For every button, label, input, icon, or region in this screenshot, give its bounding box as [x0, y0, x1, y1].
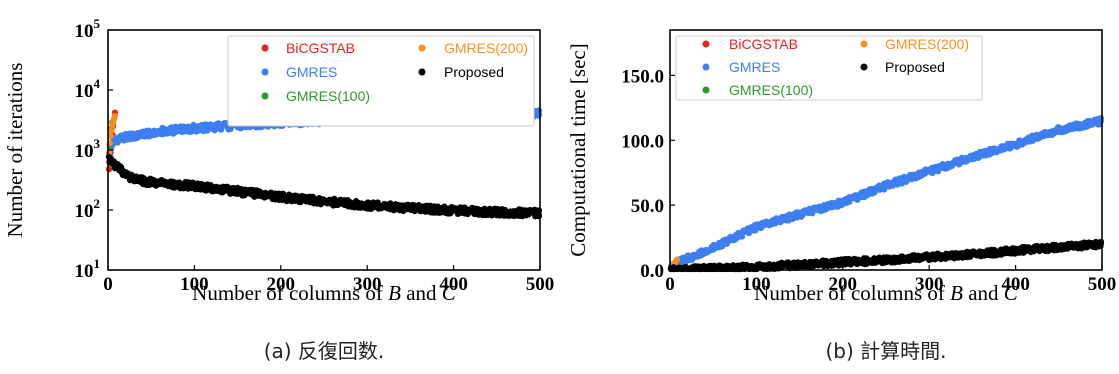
legend-b-label-gmres200: GMRES(200): [885, 36, 969, 52]
x-tick-label: 0: [665, 274, 675, 295]
y-tick-label: 105: [75, 16, 101, 42]
data-point: [106, 166, 112, 172]
legend-label-gmres200: GMRES(200): [444, 40, 528, 56]
data-point: [536, 107, 542, 113]
legend-b-marker-gmres: [703, 64, 710, 71]
x-tick-label: 500: [1088, 274, 1117, 295]
chart-a-caption: (a) 反復回数.: [264, 339, 385, 363]
legend-b-marker-proposed: [861, 64, 868, 71]
chart-a-legend: BiCGSTAB GMRES GMRES(100) GMRES(200) Pro…: [228, 36, 534, 126]
chart-a-y-axis-label: Number of iterations: [3, 63, 27, 238]
legend-label-proposed: Proposed: [444, 64, 504, 80]
chart-b-y-axis-label: Computational time [sec]: [566, 43, 590, 256]
legend-b-label-bicgstab: BiCGSTAB: [729, 36, 798, 52]
y-tick-label: 100.0: [621, 131, 664, 152]
data-point: [1098, 115, 1104, 121]
series-proposed: [106, 154, 542, 220]
y-tick-label: 102: [75, 196, 101, 222]
legend-b-marker-gmres100: [703, 87, 710, 94]
series-proposed: [668, 239, 1104, 272]
data-point: [674, 257, 680, 263]
legend-label-gmres: GMRES: [286, 64, 337, 80]
chart-b-caption: (b) 計算時間.: [825, 339, 946, 363]
chart-b-x-axis-label: Number of columns of B and C: [754, 281, 1019, 305]
legend-b-marker-bicgstab: [703, 41, 710, 48]
legend-label-bicgstab: BiCGSTAB: [286, 40, 355, 56]
y-tick-label: 150.0: [621, 66, 664, 87]
legend-label-gmres100: GMRES(100): [286, 88, 370, 104]
x-tick-label: 0: [103, 274, 113, 295]
y-tick-label: 104: [75, 76, 101, 102]
legend-b-label-proposed: Proposed: [885, 59, 945, 75]
legend-marker-gmres100: [262, 93, 269, 100]
y-tick-label: 50.0: [631, 196, 664, 217]
x-tick-label: 500: [526, 274, 555, 295]
legend-marker-bicgstab: [262, 45, 269, 52]
y-tick-label: 0.0: [640, 261, 664, 282]
legend-b-label-gmres100: GMRES(100): [729, 82, 813, 98]
data-point: [112, 113, 118, 119]
chart-b-legend: BiCGSTAB GMRES GMRES(100) GMRES(200) Pro…: [676, 36, 982, 100]
legend-b-marker-gmres200: [861, 41, 868, 48]
legend-marker-gmres: [262, 69, 269, 76]
legend-marker-proposed: [419, 69, 426, 76]
legend-b-label-gmres: GMRES: [729, 59, 780, 75]
data-point: [1098, 239, 1104, 245]
legend-marker-gmres200: [419, 45, 426, 52]
chart-b-y-ticks: 0.0 50.0 100.0 150.0: [621, 66, 675, 282]
y-tick-label: 101: [75, 256, 101, 282]
y-tick-label: 103: [75, 136, 101, 162]
data-point: [536, 207, 542, 213]
chart-b-marks: [668, 115, 1104, 272]
chart-a-x-axis-label: Number of columns of B and C: [192, 281, 457, 305]
